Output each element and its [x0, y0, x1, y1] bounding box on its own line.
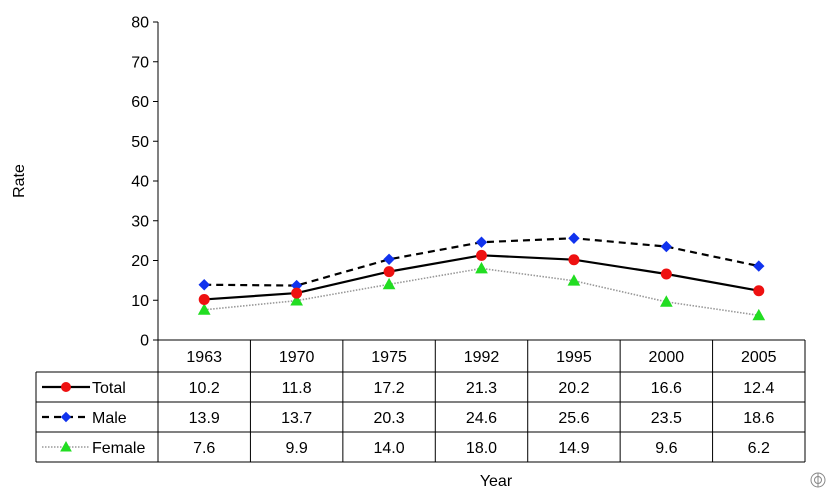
x-tick-label: 1975 [371, 349, 407, 366]
x-tick-label: 1995 [556, 349, 592, 366]
y-tick-label: 80 [131, 15, 149, 32]
data-point-total-1970 [291, 287, 303, 299]
legend-label-male: Male [92, 410, 127, 427]
data-point-female-1995 [567, 274, 581, 286]
data-point-female-1975 [382, 277, 396, 290]
plot-lines [204, 237, 760, 317]
x-tick-label: 1992 [464, 349, 500, 366]
table-cell-female: 9.6 [655, 440, 677, 457]
table-cell-male: 24.6 [466, 410, 497, 427]
data-point-male-2000 [660, 240, 673, 253]
data-point-total-2000 [660, 268, 672, 280]
x-tick-label: 1970 [279, 349, 315, 366]
data-point-total-1995 [568, 254, 580, 266]
table-cell-male: 20.3 [374, 410, 405, 427]
table-cell-total: 12.4 [743, 380, 774, 397]
data-point-male-1992 [475, 236, 488, 248]
table-cell-female: 14.0 [374, 440, 405, 457]
y-tick-label: 70 [131, 54, 149, 71]
legend-key-marker-male [60, 411, 72, 423]
x-tick-label: 1963 [186, 349, 222, 366]
plot-markers [197, 232, 766, 321]
table-cell-female: 14.9 [558, 440, 589, 457]
data-point-female-1992 [475, 261, 488, 274]
y-tick-label: 10 [131, 293, 149, 310]
data-point-female-1970 [290, 294, 303, 306]
legend-key-marker-total [61, 382, 71, 392]
data-point-male-1963 [198, 279, 210, 291]
table-cell-male: 13.7 [281, 410, 312, 427]
data-point-total-1963 [198, 293, 210, 305]
data-point-female-2005 [752, 308, 766, 321]
table-cell-female: 7.6 [193, 440, 215, 457]
data-point-total-1992 [476, 249, 487, 261]
table-cell-total: 10.2 [189, 380, 220, 397]
table-cell-female: 18.0 [466, 440, 497, 457]
table-cell-male: 25.6 [558, 410, 589, 427]
table-cell-total: 21.3 [466, 380, 497, 397]
y-axis: 0 10 20 30 40 50 60 70 80 [131, 15, 159, 350]
table-cell-female: 9.9 [286, 440, 308, 457]
table-cell-total: 11.8 [282, 380, 312, 397]
data-point-male-1995 [568, 232, 580, 244]
table-cell-male: 13.9 [189, 410, 220, 427]
data-point-total-2005 [753, 285, 765, 297]
y-tick-label: 40 [131, 174, 149, 191]
table-cell-total: 17.2 [374, 380, 405, 397]
who-emblem-icon [810, 472, 826, 488]
table-cell-male: 18.6 [743, 410, 774, 427]
x-axis-label: Year [480, 473, 513, 490]
data-point-male-2005 [753, 260, 765, 272]
data-point-female-2000 [660, 295, 673, 307]
y-tick-label: 30 [131, 213, 149, 230]
table-cell-total: 20.2 [558, 380, 589, 397]
data-table: 1963 1970 1975 1992 1995 2000 2005 Total 10.2 11.… [35, 339, 806, 463]
data-point-male-1975 [383, 253, 395, 266]
y-axis-label: Rate [11, 164, 28, 198]
y-tick-label: 50 [131, 134, 149, 151]
table-cell-male: 23.5 [651, 410, 682, 427]
y-tick-label: 0 [140, 333, 149, 350]
legend-key-marker-female [60, 440, 72, 452]
x-tick-label: 2000 [649, 349, 685, 366]
data-point-total-1975 [383, 266, 395, 278]
y-tick-label: 60 [131, 94, 149, 111]
table-cell-female: 6.2 [748, 440, 770, 457]
legend-label-female: Female [92, 440, 145, 457]
y-tick-label: 20 [131, 253, 149, 270]
table-cell-total: 16.6 [651, 380, 682, 397]
x-tick-label: 2005 [741, 349, 777, 366]
data-point-female-1963 [197, 303, 211, 315]
legend-label-total: Total [92, 380, 126, 397]
